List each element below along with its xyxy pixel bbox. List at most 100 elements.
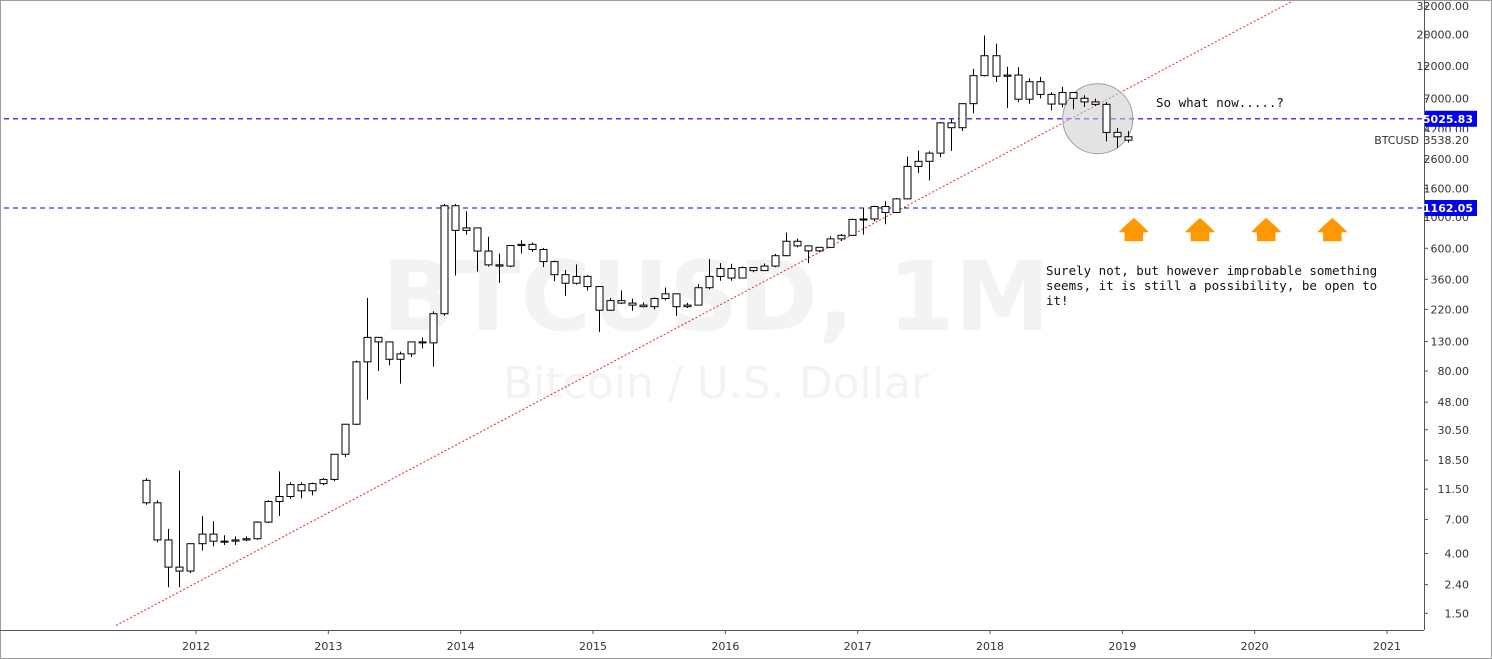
candle (451, 204, 460, 276)
x-tick-label: 2013 (314, 640, 342, 653)
candle-body (1069, 92, 1078, 99)
candle-body (451, 205, 460, 231)
candle-body (870, 206, 879, 220)
candle-body (1025, 81, 1034, 100)
candle (374, 336, 383, 372)
candle-body (595, 286, 604, 311)
candle-body (903, 165, 912, 200)
candle-body (374, 336, 383, 343)
annotations-layer: So what now.....? Surely not, but howeve… (1046, 95, 1377, 308)
annotation-line-3: it! (1046, 293, 1069, 308)
y-tick-label: 20000.00 (1417, 29, 1470, 42)
candle-body (462, 227, 471, 231)
candle-body (969, 75, 978, 105)
y-tick-label: 4.00 (1445, 548, 1470, 561)
candle-body (418, 341, 427, 344)
up-arrow-chevron (1124, 216, 1144, 226)
annotation-line-1: Surely not, but however improbable somet… (1046, 263, 1377, 278)
candle (1047, 92, 1056, 111)
x-tick-label: 2019 (1108, 640, 1136, 653)
annotation-question: So what now.....? (1156, 95, 1284, 110)
candle (727, 263, 736, 281)
candle (650, 297, 659, 310)
candle (617, 290, 626, 305)
candle (286, 482, 295, 499)
candle (506, 244, 515, 268)
candle-body (992, 55, 1001, 77)
candle-body (1058, 92, 1067, 105)
level-price-label: 1162.05 (1423, 202, 1473, 215)
candle (903, 156, 912, 200)
candle (969, 68, 978, 114)
candle-body (716, 268, 725, 277)
candle (848, 218, 857, 236)
candle (595, 286, 604, 332)
price-labels-layer: 5025.83 1162.05 3538.20 BTCUSD (1374, 110, 1477, 216)
y-tick-label: 80.00 (1438, 365, 1470, 378)
candle (672, 293, 681, 316)
candle (572, 264, 581, 285)
candle-body (297, 484, 306, 492)
candle (859, 208, 868, 235)
candle (561, 269, 570, 296)
candle (462, 211, 471, 235)
candle (297, 482, 306, 499)
candle-body (1102, 103, 1111, 133)
candle (793, 238, 802, 248)
candle (870, 205, 879, 222)
candle (242, 536, 251, 542)
y-tick-label: 18.50 (1438, 454, 1470, 467)
candle-body (440, 205, 449, 315)
x-tick-label: 2014 (447, 640, 475, 653)
candle-body (1113, 131, 1122, 138)
candle (1102, 102, 1111, 142)
y-tick-label: 1600.00 (1424, 183, 1470, 196)
candle-body (528, 243, 537, 250)
candle (164, 528, 173, 588)
candle (1036, 76, 1045, 99)
up-arrow-chevron (1256, 216, 1276, 226)
candle (319, 478, 328, 486)
candle (1113, 127, 1122, 148)
candle (220, 535, 229, 546)
y-tick-label: 7000.00 (1424, 93, 1470, 106)
candle-body (319, 478, 328, 485)
candle (275, 471, 284, 517)
candle (495, 253, 504, 283)
candle (308, 482, 317, 496)
candle (1124, 131, 1133, 143)
candle-body (517, 243, 526, 246)
up-arrow-chevron (1322, 216, 1342, 226)
candle (760, 263, 769, 272)
y-tick-label: 600.00 (1431, 242, 1470, 255)
candle-body (209, 533, 218, 542)
candle-body (859, 218, 868, 221)
watermark: BTCUSD, 1M Bitcoin / U.S. Dollar (382, 241, 1050, 409)
candle-body (352, 361, 361, 425)
candle (330, 453, 339, 482)
candle (1069, 92, 1078, 110)
candle-body (793, 240, 802, 247)
candle (186, 543, 195, 574)
watermark-symbol: BTCUSD, 1M (382, 241, 1050, 353)
y-tick-label: 11.50 (1438, 483, 1470, 496)
candle-body (727, 268, 736, 279)
candles-layer (142, 35, 1133, 588)
candle-body (550, 261, 559, 276)
candle-body (1036, 81, 1045, 95)
candle (738, 266, 747, 279)
candle (1003, 66, 1012, 108)
candle (947, 119, 956, 151)
candle-body (572, 275, 581, 284)
candle-body (914, 160, 923, 167)
candle (925, 151, 934, 181)
candle (363, 297, 372, 400)
candle (992, 43, 1001, 82)
watermark-description: Bitcoin / U.S. Dollar (503, 358, 930, 409)
y-tick-label: 360.00 (1431, 273, 1470, 286)
candle (881, 201, 890, 225)
candle (231, 536, 240, 546)
candle-body (881, 206, 890, 213)
